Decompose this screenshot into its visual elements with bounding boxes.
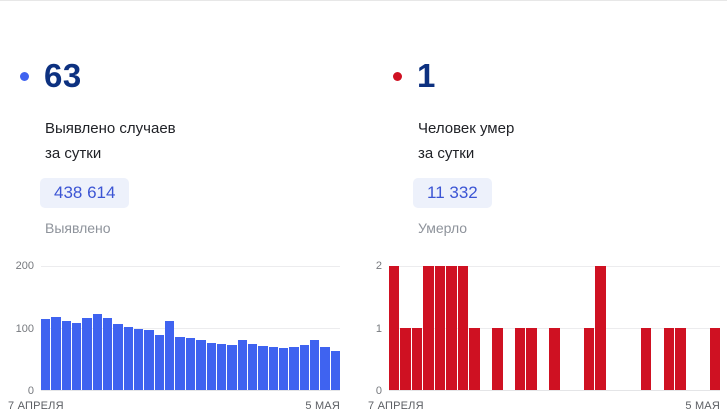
bar[interactable]	[134, 329, 144, 390]
cases-chart-y-axis: 200 100 0	[8, 260, 34, 397]
cases-chart: 200 100 0 7 АПРЕЛЯ 5 МАЯ	[8, 260, 340, 412]
bar[interactable]	[82, 318, 92, 390]
cases-total-badge: 438 614	[40, 178, 130, 208]
cases-chart-plot-area	[41, 266, 340, 391]
deaths-panel: 1 Человек умер за сутки 11 332 Умерло 2 1…	[358, 57, 727, 412]
bar[interactable]	[72, 323, 82, 390]
bar[interactable]	[268, 346, 278, 390]
bars-container	[389, 266, 721, 390]
y-tick-label: 1	[375, 322, 382, 335]
y-tick-label: 2	[375, 260, 382, 272]
deaths-headline: 1	[393, 57, 720, 94]
bar[interactable]	[640, 328, 652, 390]
bar[interactable]	[320, 347, 330, 390]
bar[interactable]	[457, 266, 469, 390]
bar[interactable]	[154, 334, 165, 390]
bar[interactable]	[216, 343, 227, 390]
gridline	[389, 266, 720, 267]
cases-title-line1: Выявлено случаев	[45, 120, 176, 137]
bar[interactable]	[675, 328, 686, 390]
cases-marker-dot-icon	[20, 71, 29, 81]
bar[interactable]	[309, 340, 320, 390]
y-tick-label: 100	[15, 322, 34, 335]
bar[interactable]	[175, 336, 185, 390]
bar[interactable]	[514, 328, 526, 390]
x-axis-start-label: 7 АПРЕЛЯ	[8, 400, 64, 412]
bar[interactable]	[469, 328, 480, 390]
gridline	[41, 328, 340, 329]
bar[interactable]	[165, 320, 175, 390]
bar[interactable]	[492, 328, 503, 390]
bar[interactable]	[144, 330, 154, 390]
bar[interactable]	[411, 328, 423, 390]
bar[interactable]	[206, 342, 216, 390]
cases-headline: 63	[20, 57, 340, 94]
cases-title: Выявлено случаев за сутки	[45, 116, 340, 166]
deaths-chart: 2 1 0 7 АПРЕЛЯ 5 МАЯ	[368, 260, 721, 412]
y-tick-label: 0	[375, 385, 382, 397]
deaths-summary: 1 Человек умер за сутки 11 332 Умерло	[368, 57, 720, 237]
cases-chart-x-axis: 7 АПРЕЛЯ 5 МАЯ	[8, 400, 340, 412]
deaths-daily-value: 1	[417, 57, 436, 94]
x-axis-start-label: 7 АПРЕЛЯ	[368, 400, 424, 412]
deaths-chart-y-axis: 2 1 0	[368, 260, 382, 397]
x-axis-end-label: 5 МАЯ	[305, 400, 340, 412]
deaths-marker-dot-icon	[393, 71, 402, 81]
x-axis-end-label: 5 МАЯ	[685, 400, 720, 412]
cases-summary: 63 Выявлено случаев за сутки 438 614 Выя…	[8, 57, 340, 237]
bar[interactable]	[400, 328, 411, 390]
bar[interactable]	[247, 344, 258, 390]
deaths-chart-plot-area	[389, 266, 721, 391]
bar[interactable]	[446, 266, 457, 390]
bar[interactable]	[549, 328, 560, 390]
bar[interactable]	[92, 314, 103, 390]
deaths-total-badge: 11 332	[413, 178, 492, 208]
bar[interactable]	[389, 266, 400, 390]
bar[interactable]	[595, 266, 606, 390]
bar[interactable]	[663, 328, 675, 390]
bar[interactable]	[41, 318, 51, 390]
bar[interactable]	[103, 318, 113, 390]
bar[interactable]	[526, 328, 537, 390]
bar[interactable]	[258, 345, 268, 390]
bar[interactable]	[709, 328, 721, 390]
bar[interactable]	[330, 350, 340, 390]
bar[interactable]	[113, 324, 123, 390]
deaths-total-caption: Умерло	[418, 220, 468, 236]
deaths-title-line1: Человек умер	[418, 120, 515, 137]
y-tick-label: 200	[15, 260, 34, 272]
bar[interactable]	[227, 344, 237, 390]
cases-title-line2: за сутки	[45, 145, 102, 162]
bar[interactable]	[434, 266, 446, 390]
deaths-chart-x-axis: 7 АПРЕЛЯ 5 МАЯ	[368, 400, 720, 412]
bar[interactable]	[123, 327, 134, 390]
bar[interactable]	[289, 347, 299, 390]
bar[interactable]	[237, 340, 247, 390]
bar[interactable]	[51, 316, 61, 390]
deaths-title: Человек умер за сутки	[418, 116, 720, 166]
gridline	[41, 266, 340, 267]
bar[interactable]	[185, 337, 196, 390]
deaths-title-line2: за сутки	[418, 145, 475, 162]
stats-panels: 63 Выявлено случаев за сутки 438 614 Выя…	[0, 57, 727, 412]
bar[interactable]	[423, 266, 434, 390]
bar[interactable]	[278, 348, 289, 390]
bar[interactable]	[196, 340, 206, 390]
bar[interactable]	[583, 328, 595, 390]
bars-container	[41, 266, 340, 390]
cases-total-caption: Выявлено	[45, 220, 111, 236]
cases-daily-value: 63	[44, 57, 82, 94]
cases-panel: 63 Выявлено случаев за сутки 438 614 Выя…	[0, 57, 358, 412]
bar[interactable]	[61, 320, 72, 390]
y-tick-label: 0	[27, 385, 34, 397]
bar[interactable]	[299, 345, 309, 390]
